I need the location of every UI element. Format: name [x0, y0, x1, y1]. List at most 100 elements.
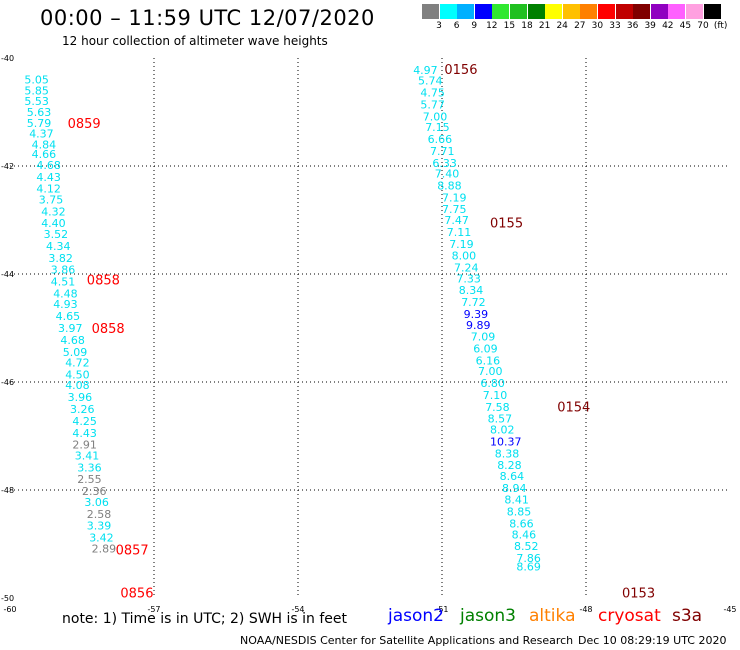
- satellite-name-altika: altika: [529, 606, 576, 626]
- wave-height-value: 4.40: [41, 217, 65, 230]
- scale-swatch: [422, 4, 439, 19]
- track-time-label: 0156: [444, 63, 477, 78]
- wave-height-value: 4.34: [46, 240, 71, 253]
- wave-height-value: 8.02: [490, 424, 515, 437]
- track-time-label: 0153: [622, 587, 655, 602]
- wave-height-value: 3.75: [39, 193, 64, 206]
- wave-height-value: 5.77: [420, 98, 445, 111]
- wave-height-value: 8.00: [452, 250, 477, 263]
- wave-height-value: 4.84: [32, 138, 56, 151]
- x-tick-label: -45: [723, 605, 736, 614]
- scale-swatch: [439, 4, 457, 19]
- scale-label: 45: [679, 21, 692, 31]
- scale-swatch: [457, 4, 475, 19]
- wave-height-value: 3.41: [75, 449, 100, 462]
- x-tick-label: -48: [579, 605, 592, 614]
- y-tick-label: -44: [1, 270, 14, 279]
- wave-height-value: 9.39: [464, 308, 489, 321]
- track-time-label: 0856: [120, 587, 153, 602]
- wave-height-value: 3.26: [70, 403, 95, 416]
- scale-label: 42: [662, 21, 674, 31]
- wave-height-value: 3.39: [87, 520, 112, 533]
- scale-swatch: [527, 4, 545, 19]
- x-tick-label: -51: [435, 605, 448, 614]
- scale-swatch: [633, 4, 651, 19]
- wave-height-value: 2.91: [72, 439, 97, 452]
- wave-height-value: 3.36: [77, 461, 102, 474]
- wave-height-value: 6.33: [432, 157, 457, 170]
- y-tick-label: -50: [1, 594, 14, 603]
- scale-swatch: [562, 4, 580, 19]
- wave-height-value: 4.65: [56, 310, 81, 323]
- wave-height-value: 2.55: [77, 473, 102, 486]
- x-tick-label: -57: [147, 605, 160, 614]
- wave-height-value: 7.86: [516, 552, 541, 565]
- track-time-label: 0858: [92, 322, 125, 337]
- scale-swatch: [703, 4, 721, 19]
- wave-height-value: 8.64: [500, 470, 524, 483]
- satellite-name-cryosat: cryosat: [598, 606, 661, 626]
- wave-height-value: 9.89: [466, 319, 491, 332]
- wave-height-value: 8.41: [504, 494, 529, 507]
- scale-label: 27: [574, 21, 586, 31]
- scale-label: (ft): [713, 21, 728, 31]
- wave-height-value: 3.42: [89, 532, 114, 545]
- wave-height-value: 4.12: [36, 183, 61, 196]
- wave-height-value: 7.19: [442, 191, 467, 204]
- page-title: 00:00 – 11:59 UTC 12/07/2020: [40, 6, 375, 30]
- wave-height-value: 6.66: [428, 133, 453, 146]
- scale-label: 18: [521, 21, 533, 31]
- scale-label: 24: [556, 21, 568, 31]
- wave-height-value: 7.58: [485, 401, 510, 414]
- generated-timestamp: Dec 10 08:29:19 UTC 2020: [578, 634, 727, 647]
- wave-height-value: 8.38: [495, 447, 520, 460]
- wave-height-value: 5.63: [27, 106, 52, 119]
- y-tick-label: -40: [1, 54, 14, 63]
- wave-height-value: 3.96: [68, 391, 93, 404]
- scale-label: 36: [626, 21, 639, 31]
- wave-height-value: 3.86: [51, 264, 76, 277]
- wave-height-value: 7.09: [471, 331, 496, 344]
- wave-height-value: 7.10: [483, 389, 508, 402]
- satellite-name-jason3: jason3: [460, 606, 516, 626]
- scale-swatch: [510, 4, 527, 19]
- wave-height-value: 7.72: [461, 296, 486, 309]
- wave-height-value: 8.52: [514, 540, 539, 553]
- wave-height-value: 8.94: [502, 482, 527, 495]
- scale-label: 30: [591, 21, 604, 31]
- wave-height-value: 8.57: [488, 413, 512, 426]
- wave-height-value: 5.05: [24, 74, 49, 87]
- x-tick-label: -54: [291, 605, 304, 614]
- wave-height-value: 4.50: [65, 368, 90, 381]
- scale-label: 21: [538, 21, 551, 31]
- wave-height-value: 4.66: [32, 148, 56, 161]
- wave-height-value: 5.09: [63, 346, 88, 359]
- track-time-label: 0859: [68, 117, 101, 132]
- scale-swatch: [492, 4, 510, 19]
- scale-label: 9: [471, 21, 478, 31]
- satellite-name-s3a: s3a: [672, 606, 703, 626]
- wave-height-value: 4.43: [36, 171, 61, 184]
- wave-height-value: 7.47: [444, 214, 469, 227]
- scale-label: 33: [609, 21, 621, 31]
- wave-height-value: 8.69: [516, 561, 541, 574]
- y-tick-label: -46: [1, 378, 14, 387]
- satellite-name-jason2: jason2: [388, 606, 444, 626]
- wave-height-value: 5.79: [27, 117, 52, 130]
- wave-height-value: 8.34: [459, 284, 484, 297]
- wave-height-value: 5.53: [24, 95, 49, 108]
- scale-swatch: [686, 4, 703, 19]
- wave-height-value: 4.08: [65, 379, 90, 392]
- wave-height-value: 4.37: [29, 128, 54, 141]
- wave-height-value: 2.36: [82, 485, 107, 498]
- wave-height-value: 5.74: [418, 75, 443, 88]
- wave-height-value: 8.88: [437, 179, 462, 192]
- scale-label: 6: [453, 21, 460, 31]
- wave-height-value: 7.75: [442, 203, 467, 216]
- x-tick-label: -60: [3, 605, 16, 614]
- wave-height-value: 6.09: [473, 343, 498, 356]
- wave-height-value: 4.32: [41, 205, 65, 218]
- units-note: note: 1) Time is in UTC; 2) SWH is in fe…: [62, 611, 348, 627]
- wave-height-value: 7.11: [447, 226, 472, 239]
- wave-height-value: 4.75: [420, 87, 445, 100]
